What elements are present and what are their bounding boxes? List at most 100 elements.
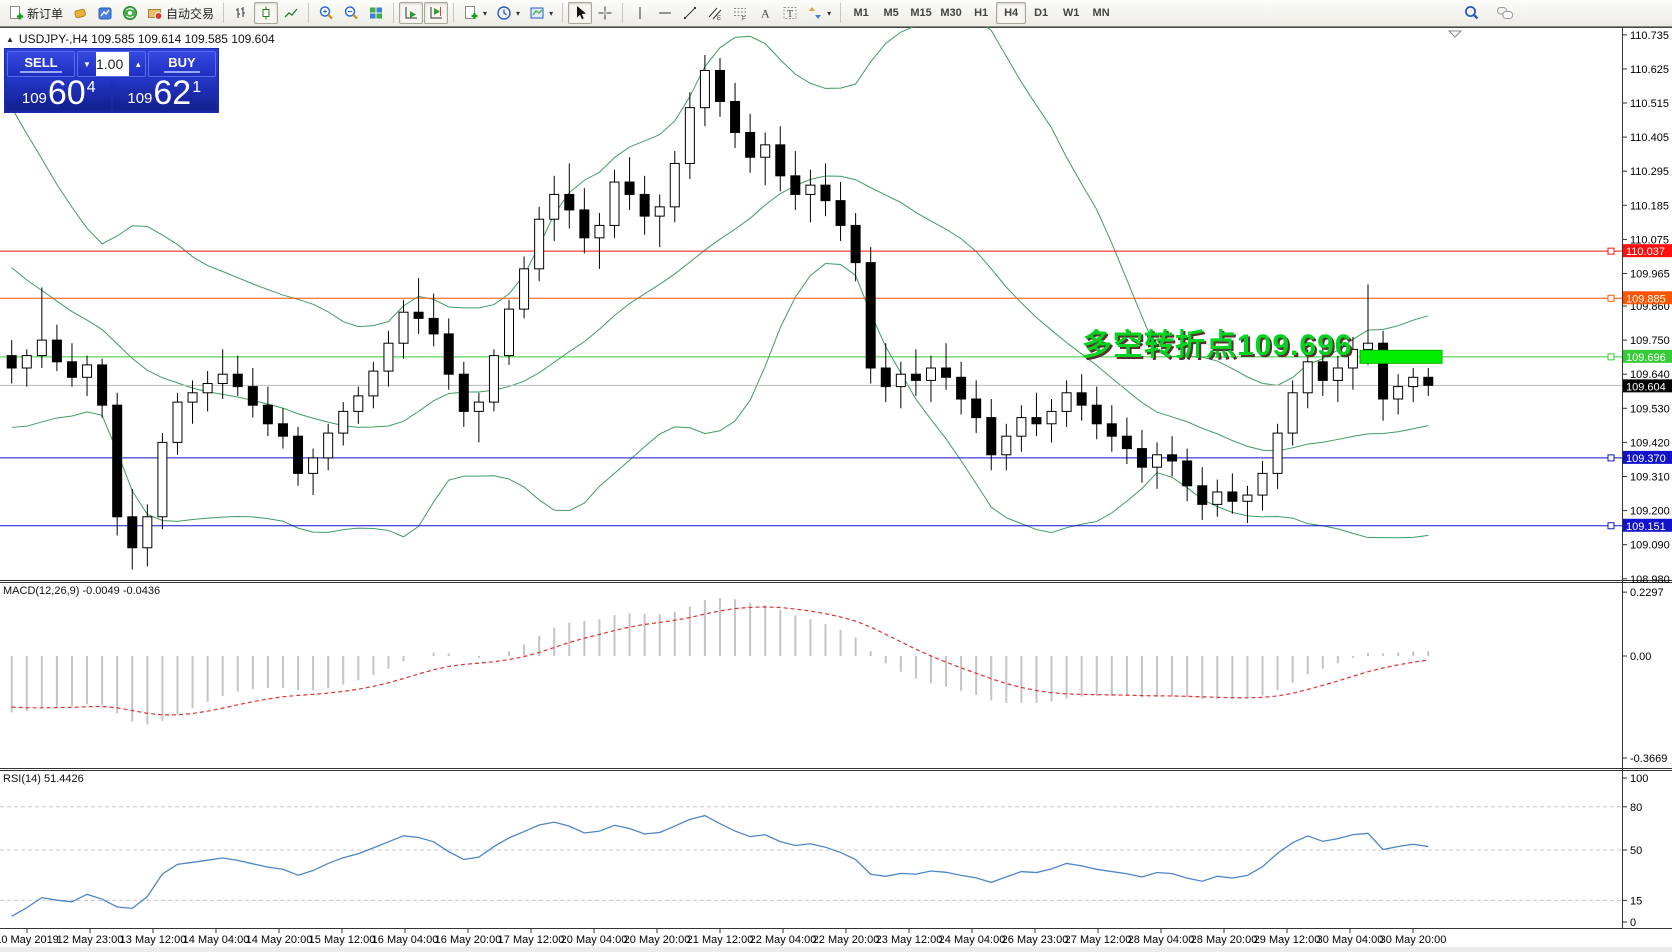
volume-decrease-button[interactable]: ▼	[78, 52, 96, 76]
price-level-label: 109.885	[1626, 293, 1666, 305]
candle	[624, 157, 635, 210]
fibonacci-button[interactable]: F	[728, 2, 752, 24]
candle	[443, 318, 454, 390]
candlestick-chart-icon	[262, 6, 270, 20]
market-watch-button[interactable]	[93, 2, 117, 24]
candle	[745, 113, 756, 173]
tile-windows-button[interactable]	[364, 2, 388, 24]
candle	[82, 355, 93, 396]
price-level-handle[interactable]	[1607, 294, 1615, 302]
arrows-button[interactable]: ▾	[803, 2, 835, 24]
chat-button[interactable]	[1492, 2, 1518, 24]
search-icon	[1465, 5, 1479, 19]
price-level-handle[interactable]	[1607, 522, 1615, 530]
macd-axis-label: 0.00	[1630, 651, 1651, 663]
bar-chart-button[interactable]	[229, 2, 253, 24]
vertical-line-icon	[639, 7, 641, 19]
volume-input[interactable]: 1.00	[96, 52, 130, 76]
trendline-button[interactable]	[678, 2, 702, 24]
search-button[interactable]	[1459, 2, 1484, 24]
candle	[473, 392, 484, 443]
periods-button[interactable]: ▾	[492, 2, 524, 24]
candle	[910, 349, 921, 396]
timeframe-button-h4[interactable]: H4	[996, 2, 1027, 24]
price-level-label: 109.370	[1626, 453, 1666, 465]
main-toolbar: 新订单 自动交易	[0, 0, 1672, 27]
candle	[413, 278, 424, 334]
chart-shift-marker[interactable]	[1447, 30, 1463, 38]
quotes-icon	[74, 8, 86, 19]
candle	[97, 358, 108, 418]
candle	[925, 355, 936, 403]
chart-shift-button[interactable]	[424, 2, 449, 24]
templates-button[interactable]: ▾	[525, 2, 557, 24]
clock-icon	[497, 6, 511, 20]
collapse-icon[interactable]: ▲	[6, 34, 14, 44]
current-price-label: 109.604	[1626, 381, 1666, 393]
volume-increase-button[interactable]: ▲	[129, 52, 145, 76]
candle	[1257, 460, 1268, 511]
zoom-in-button[interactable]	[314, 2, 338, 24]
signals-button[interactable]	[118, 2, 142, 24]
price-tick-label: 109.200	[1630, 506, 1670, 518]
candle	[639, 175, 650, 235]
toolbar-separator	[562, 3, 564, 23]
buy-price[interactable]: 109 62 1	[112, 74, 216, 113]
autotrading-button[interactable]: 自动交易	[143, 2, 218, 24]
candle	[579, 188, 590, 254]
svg-text:T: T	[787, 9, 793, 20]
time-axis-label: 27 May 12:00	[1065, 934, 1132, 946]
chart-shift-icon	[430, 7, 443, 19]
text-icon: A	[761, 7, 770, 21]
timeframe-button-m30[interactable]: M30	[940, 7, 962, 19]
line-chart-button[interactable]	[279, 2, 303, 24]
cursor-button[interactable]	[568, 2, 593, 24]
crosshair-button[interactable]	[593, 2, 617, 24]
timeframe-button-m1[interactable]: M1	[853, 7, 869, 19]
time-axis-label: 30 May 20:00	[1380, 934, 1447, 946]
candle	[202, 371, 213, 412]
candle	[142, 504, 153, 567]
trendline-icon	[684, 7, 697, 19]
timeframe-button-d1[interactable]: D1	[1034, 7, 1049, 19]
quotes-button[interactable]	[68, 2, 92, 24]
candle	[21, 349, 32, 387]
symbol-info[interactable]: ▲ USDJPY-,H4 109.585 109.614 109.585 109…	[6, 32, 275, 46]
price-level-handle[interactable]	[1607, 353, 1615, 361]
sell-price[interactable]: 109 60 4	[7, 77, 111, 110]
chart-canvas[interactable]: 110.735 110.625 110.515 110.405 110.295 110.1…	[0, 27, 1672, 952]
timeframe-button-m15[interactable]: M15	[910, 7, 932, 19]
rsi-line	[11, 814, 1429, 917]
candlestick-chart-button[interactable]	[254, 2, 279, 24]
zoom-out-button[interactable]	[339, 2, 363, 24]
highlight-zone[interactable]	[1359, 349, 1443, 364]
timeframe-button-m5[interactable]: M5	[883, 7, 899, 19]
new-order-icon	[10, 6, 23, 20]
time-axis-label: 15 May 12:00	[309, 934, 376, 946]
indicators-button[interactable]: ▾	[459, 2, 491, 24]
macd-axis-label: -0.3669	[1630, 753, 1667, 765]
buy-button[interactable]: BUY	[148, 51, 216, 77]
timeframe-button-w1[interactable]: W1	[1062, 7, 1080, 19]
timeframe-button-h1[interactable]: H1	[974, 7, 989, 19]
candle	[217, 349, 228, 399]
text-label-button[interactable]: T	[778, 2, 802, 24]
buy-price-big: 62	[153, 74, 192, 113]
sell-button[interactable]: SELL	[7, 51, 75, 77]
tile-windows-icon	[370, 7, 383, 19]
text-button[interactable]: A	[753, 2, 777, 24]
horizontal-line-button[interactable]	[653, 2, 677, 24]
price-level-handle[interactable]	[1607, 454, 1615, 462]
new-order-button[interactable]: 新订单	[4, 2, 67, 24]
candle	[820, 163, 831, 217]
candle	[714, 58, 725, 117]
timeframe-button-mn[interactable]: MN	[1092, 7, 1110, 19]
price-level-handle[interactable]	[1607, 247, 1615, 255]
equidistant-channel-button[interactable]: E	[703, 2, 727, 24]
candle	[880, 343, 891, 403]
sell-price-sup: 4	[86, 79, 96, 96]
chart-annotation[interactable]: 多空转折点109.696	[1082, 329, 1353, 362]
price-tick-label: 110.625	[1630, 64, 1669, 76]
vertical-line-button[interactable]	[628, 2, 652, 24]
auto-scroll-button[interactable]	[399, 2, 424, 24]
